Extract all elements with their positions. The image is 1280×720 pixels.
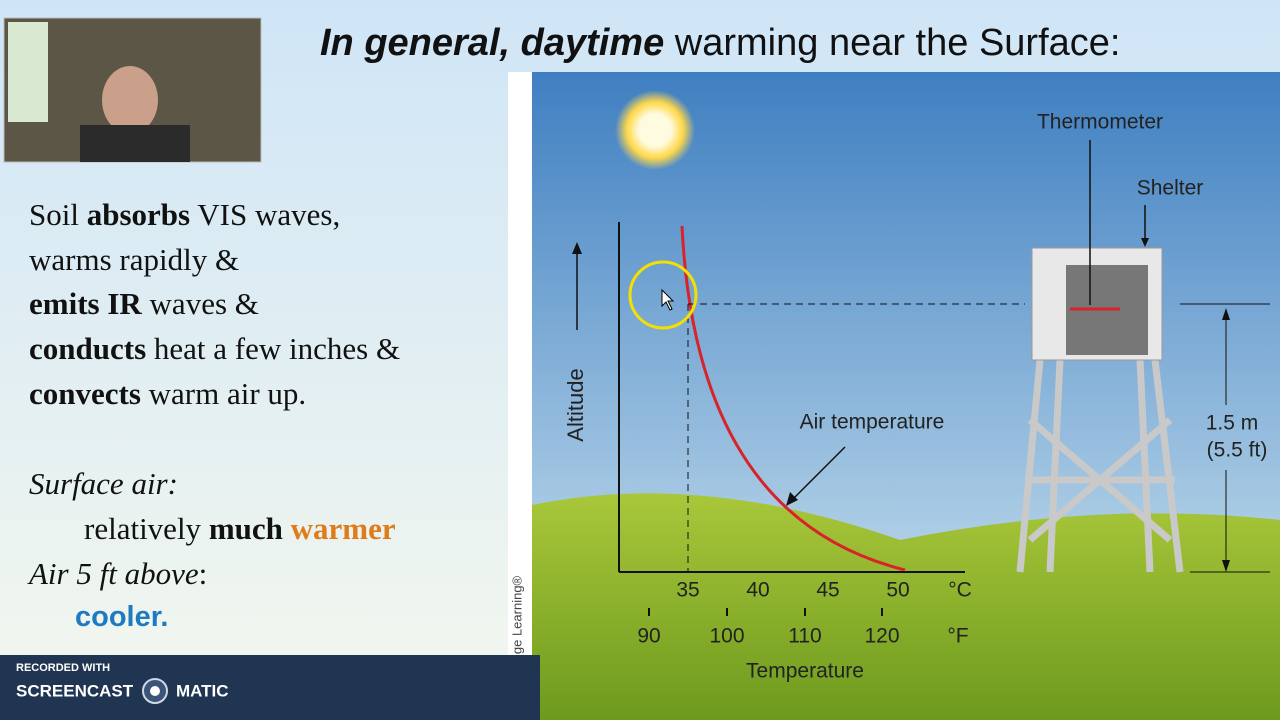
fahrenheit-tick: 120: [864, 625, 899, 648]
text-line: relatively much warmer: [84, 511, 396, 547]
text-line: Air 5 ft above:: [29, 556, 207, 592]
sun: [615, 90, 695, 170]
run: cooler.: [75, 601, 169, 633]
recorder-bar: [0, 655, 540, 720]
curve-label: Air temperature: [800, 411, 945, 434]
recorder-caption: RECORDED WITH: [16, 662, 110, 674]
credit: ge Learning®: [509, 575, 524, 654]
cursor-highlight: [628, 260, 698, 330]
text-line: warms rapidly &: [29, 242, 239, 278]
run: Surface air:: [29, 466, 178, 501]
run: Air 5 ft above: [29, 556, 199, 591]
fahrenheit-tick: 90: [637, 625, 660, 648]
height-m: 1.5 m: [1206, 412, 1259, 435]
arrowhead: [572, 242, 582, 254]
run: warmer: [282, 511, 396, 546]
recorder-brand: SCREENCAST: [16, 681, 134, 700]
fahrenheit-tick: 110: [788, 625, 821, 648]
title-emphasis: In general, daytime: [320, 22, 665, 64]
cursor: [661, 288, 675, 311]
window: [8, 22, 48, 122]
arrowhead: [786, 492, 798, 506]
fahrenheit-tick: 100: [709, 625, 744, 648]
thermometer-label: Thermometer: [1037, 111, 1163, 134]
recorder-logo-dot: [150, 686, 160, 696]
text-line: Soil absorbs VIS waves,: [29, 197, 340, 233]
axis-title: Temperature: [746, 660, 864, 683]
altitude-label: Altitude: [563, 368, 588, 441]
person: [102, 66, 158, 134]
text-line: conducts heat a few inches &: [29, 331, 400, 367]
text-line: cooler.: [75, 601, 169, 634]
celsius-tick: 40: [746, 579, 769, 602]
run: conducts: [29, 331, 147, 366]
text-line: Surface air:: [29, 466, 178, 502]
celsius-tick: 50: [886, 579, 909, 602]
run: :: [198, 556, 208, 591]
run: VIS waves,: [190, 197, 341, 232]
run: convects: [29, 376, 141, 411]
recorder-brand: MATIC: [176, 681, 229, 700]
separator: [508, 72, 532, 720]
fahrenheit-unit: °F: [947, 625, 968, 648]
temperature-curve: [680, 225, 906, 572]
run: waves &: [141, 286, 259, 321]
run: warm air up.: [140, 376, 307, 411]
run: heat a few inches &: [146, 331, 401, 366]
height-ft: (5.5 ft): [1207, 439, 1268, 462]
run: warms rapidly &: [29, 242, 240, 277]
shelter-label: Shelter: [1137, 177, 1204, 200]
slide-title: In general, daytime warming near the Sur…: [320, 22, 1120, 65]
run: Soil: [29, 197, 87, 232]
celsius-tick: 35: [676, 579, 699, 602]
run: much: [208, 511, 283, 546]
label-arrow: [791, 446, 846, 501]
run: relatively: [84, 511, 209, 546]
person-body: [80, 125, 190, 162]
title-rest: warming near the Surface:: [664, 22, 1121, 64]
celsius-unit: °C: [948, 579, 972, 602]
text-line: convects warm air up.: [29, 376, 306, 412]
run: emits IR: [29, 286, 142, 321]
run: absorbs: [86, 197, 191, 232]
text-line: emits IR waves &: [29, 286, 259, 322]
shelter-drawing: [1016, 140, 1230, 573]
grass: [532, 493, 1280, 720]
celsius-tick: 45: [816, 579, 839, 602]
